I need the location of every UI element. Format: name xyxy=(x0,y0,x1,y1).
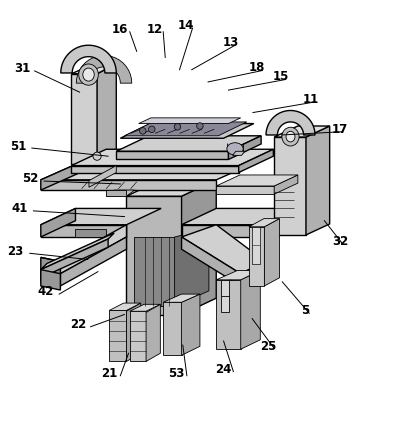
Polygon shape xyxy=(61,46,116,74)
Polygon shape xyxy=(41,164,253,181)
Polygon shape xyxy=(241,271,260,349)
Polygon shape xyxy=(182,225,265,274)
Polygon shape xyxy=(249,219,279,227)
Polygon shape xyxy=(41,258,60,286)
Polygon shape xyxy=(124,123,247,136)
Text: 21: 21 xyxy=(101,366,118,379)
Polygon shape xyxy=(60,225,126,274)
Polygon shape xyxy=(116,136,261,152)
Circle shape xyxy=(140,128,146,135)
Polygon shape xyxy=(239,150,273,173)
Polygon shape xyxy=(41,209,75,237)
Text: 32: 32 xyxy=(333,234,349,247)
Text: 42: 42 xyxy=(38,285,54,298)
Text: 52: 52 xyxy=(22,172,39,185)
Ellipse shape xyxy=(286,132,295,143)
Circle shape xyxy=(197,124,203,130)
Polygon shape xyxy=(126,303,141,362)
Polygon shape xyxy=(249,227,264,286)
Polygon shape xyxy=(182,209,302,225)
Polygon shape xyxy=(71,166,239,173)
Polygon shape xyxy=(216,187,274,195)
Text: 23: 23 xyxy=(7,244,24,257)
Polygon shape xyxy=(306,127,330,236)
Circle shape xyxy=(149,127,155,133)
Polygon shape xyxy=(267,209,302,237)
Polygon shape xyxy=(216,280,241,349)
Polygon shape xyxy=(126,197,182,315)
Text: 41: 41 xyxy=(11,201,28,215)
Polygon shape xyxy=(274,138,306,236)
Text: 17: 17 xyxy=(331,122,348,135)
Polygon shape xyxy=(109,303,141,311)
Polygon shape xyxy=(146,305,160,362)
Polygon shape xyxy=(163,302,182,355)
Polygon shape xyxy=(264,219,279,286)
Text: 13: 13 xyxy=(222,35,239,49)
Polygon shape xyxy=(130,305,160,311)
Polygon shape xyxy=(126,181,216,197)
Polygon shape xyxy=(71,75,97,164)
Polygon shape xyxy=(182,225,267,237)
Polygon shape xyxy=(228,136,261,160)
Polygon shape xyxy=(120,124,254,139)
Polygon shape xyxy=(182,294,200,355)
Polygon shape xyxy=(274,176,298,195)
Polygon shape xyxy=(139,118,241,124)
Polygon shape xyxy=(233,152,245,156)
Polygon shape xyxy=(109,311,126,362)
Polygon shape xyxy=(106,190,135,197)
Polygon shape xyxy=(106,190,126,197)
Polygon shape xyxy=(252,227,260,264)
Polygon shape xyxy=(71,64,116,75)
Polygon shape xyxy=(76,56,132,84)
Polygon shape xyxy=(130,311,146,362)
Text: 53: 53 xyxy=(168,366,184,379)
Polygon shape xyxy=(60,237,126,286)
Text: 25: 25 xyxy=(260,339,277,352)
Polygon shape xyxy=(182,181,216,315)
Polygon shape xyxy=(134,237,175,307)
Polygon shape xyxy=(97,64,116,164)
Text: 24: 24 xyxy=(215,362,232,375)
Ellipse shape xyxy=(282,128,299,147)
Polygon shape xyxy=(41,209,161,225)
Polygon shape xyxy=(41,181,216,190)
Polygon shape xyxy=(41,270,60,291)
Ellipse shape xyxy=(79,65,98,86)
Ellipse shape xyxy=(83,69,94,82)
Polygon shape xyxy=(274,127,330,138)
Polygon shape xyxy=(266,111,315,135)
Polygon shape xyxy=(163,294,200,302)
Text: 5: 5 xyxy=(301,303,309,317)
Polygon shape xyxy=(89,166,116,188)
Polygon shape xyxy=(241,262,265,286)
Polygon shape xyxy=(221,280,229,313)
Polygon shape xyxy=(41,239,108,278)
Polygon shape xyxy=(175,229,209,307)
Polygon shape xyxy=(75,229,106,237)
Polygon shape xyxy=(116,152,228,160)
Polygon shape xyxy=(216,271,260,280)
Ellipse shape xyxy=(227,144,243,155)
Text: 15: 15 xyxy=(273,70,289,83)
Text: 51: 51 xyxy=(10,139,27,153)
Polygon shape xyxy=(216,176,298,187)
Text: 22: 22 xyxy=(70,317,86,330)
Polygon shape xyxy=(41,225,126,237)
Polygon shape xyxy=(41,258,60,262)
Text: 14: 14 xyxy=(177,19,194,32)
Text: 18: 18 xyxy=(249,61,265,74)
Polygon shape xyxy=(41,233,114,270)
Text: 11: 11 xyxy=(303,92,319,106)
Polygon shape xyxy=(182,237,241,286)
Polygon shape xyxy=(41,164,78,190)
Text: 31: 31 xyxy=(14,62,31,75)
Polygon shape xyxy=(71,150,273,166)
Text: 12: 12 xyxy=(147,23,163,35)
Circle shape xyxy=(93,153,101,161)
Circle shape xyxy=(174,124,181,131)
Text: 16: 16 xyxy=(112,23,129,35)
